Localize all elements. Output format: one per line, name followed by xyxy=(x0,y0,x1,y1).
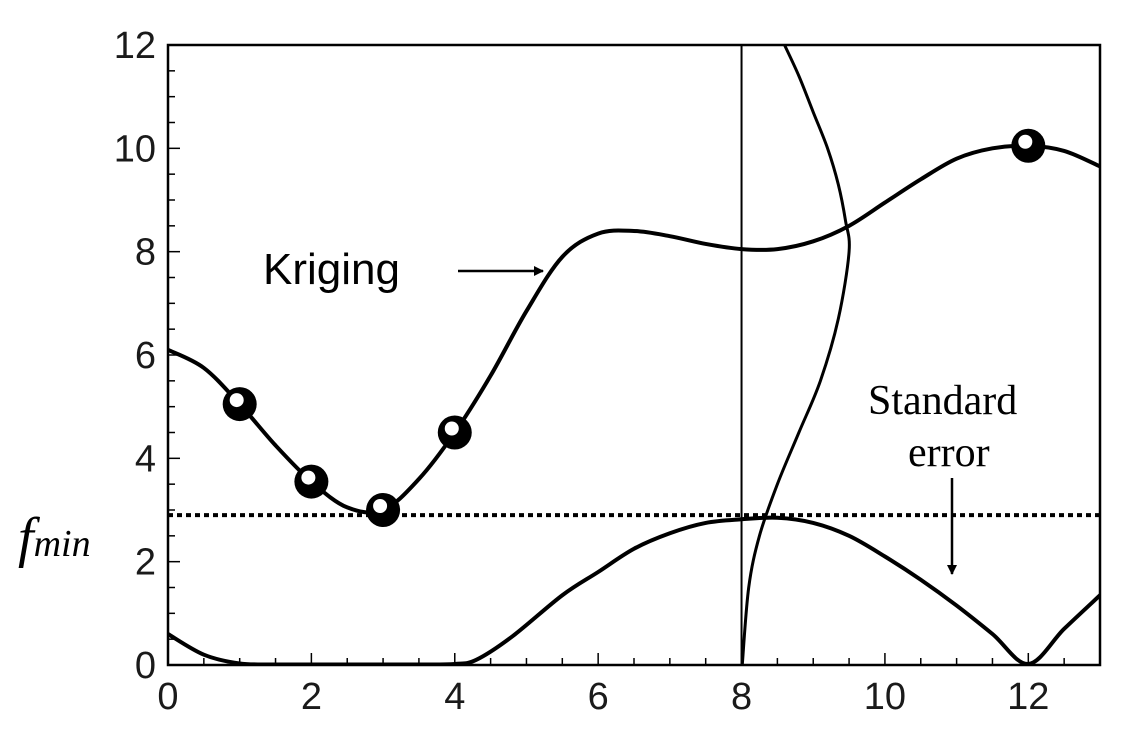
sample-point-highlight xyxy=(229,393,244,408)
standard-error-label-line1: Standard xyxy=(868,378,1017,424)
sample-point xyxy=(222,387,257,422)
x-tick-label: 12 xyxy=(1007,676,1049,718)
plot-area xyxy=(168,45,1100,665)
sample-point xyxy=(1011,128,1046,163)
y-tick-label: 6 xyxy=(135,335,156,377)
y-tick-label: 12 xyxy=(114,25,156,67)
x-tick-label: 6 xyxy=(588,676,609,718)
sample-point-highlight xyxy=(444,421,459,436)
standard-error-label-line2: error xyxy=(908,430,990,476)
fmin-label-subscript: min xyxy=(34,523,91,565)
fmin-label: fmin xyxy=(18,507,91,569)
x-tick-label: 0 xyxy=(157,676,178,718)
standard-error-curve xyxy=(168,515,1100,665)
y-tick-label: 4 xyxy=(135,438,156,480)
error-distribution-curve xyxy=(740,45,851,665)
x-tick-label: 10 xyxy=(864,676,906,718)
y-tick-label: 10 xyxy=(114,128,156,170)
y-tick-label: 0 xyxy=(135,645,156,687)
x-tick-label: 2 xyxy=(301,676,322,718)
plot-frame xyxy=(166,43,1102,667)
y-tick-label: 8 xyxy=(135,232,156,274)
sample-point-highlight xyxy=(301,470,316,485)
sample-point xyxy=(437,415,472,450)
y-tick-label: 2 xyxy=(135,542,156,584)
sample-point-highlight xyxy=(1018,134,1033,149)
x-tick-label: 8 xyxy=(731,676,752,718)
x-tick-label: 4 xyxy=(444,676,465,718)
sample-point xyxy=(366,493,401,527)
kriging-label: Kriging xyxy=(263,245,400,294)
annotations: Kriging Standard error fmin xyxy=(18,245,1017,575)
sample-point-highlight xyxy=(373,499,388,513)
sample-point xyxy=(294,464,329,499)
axes: 0 2 4 6 8 10 12 0 2 4 6 8 10 12 xyxy=(114,25,1101,718)
